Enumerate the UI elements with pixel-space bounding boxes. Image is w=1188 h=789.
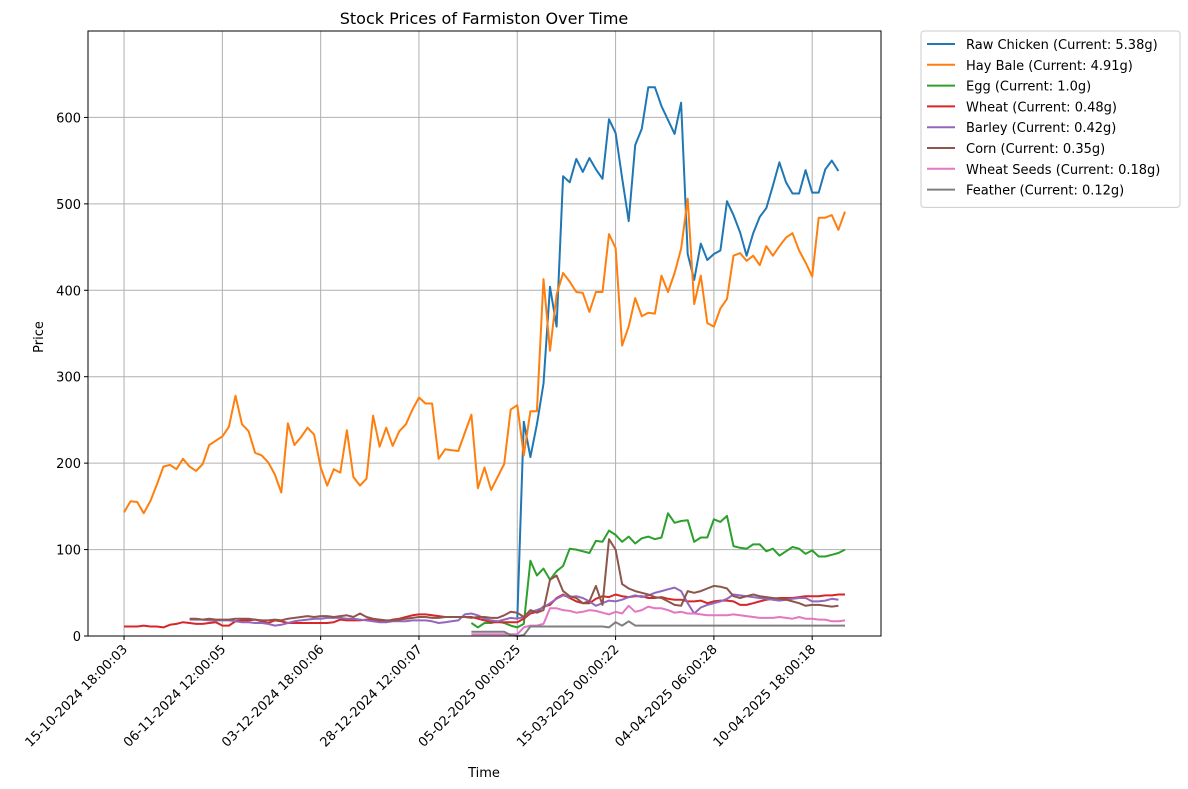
y-tick-label: 300 <box>56 371 81 386</box>
legend-label: Raw Chicken (Current: 5.38g) <box>966 38 1158 53</box>
series-lines <box>123 86 846 637</box>
y-axis-label: Price <box>32 321 47 353</box>
series-line <box>470 512 846 629</box>
legend: Raw Chicken (Current: 5.38g) Hay Bale (Cu… <box>920 30 1181 208</box>
chart-title: Stock Prices of Farmiston Over Time <box>340 9 629 28</box>
legend-label: Wheat (Current: 0.48g) <box>966 100 1117 115</box>
y-tick-label: 0 <box>73 630 81 645</box>
y-tick-label: 600 <box>56 111 81 126</box>
series-line <box>471 620 845 637</box>
y-tick-label: 200 <box>56 457 81 472</box>
legend-label: Egg (Current: 1.0g) <box>966 80 1091 95</box>
series-line <box>189 538 839 622</box>
legend-label: Barley (Current: 0.42g) <box>966 121 1116 136</box>
legend-label: Wheat Seeds (Current: 0.18g) <box>966 163 1160 178</box>
legend-box <box>920 30 1181 208</box>
series-line <box>123 197 846 515</box>
y-tick-label: 400 <box>56 284 81 299</box>
y-tick-label: 100 <box>56 544 81 559</box>
y-tick-label: 500 <box>56 198 81 213</box>
x-axis-label: Time <box>467 766 500 781</box>
grid <box>88 31 881 637</box>
y-axis: 0 100 200 300 400 500 600 <box>56 111 88 645</box>
series-line <box>516 86 840 619</box>
legend-label: Corn (Current: 0.35g) <box>966 142 1105 157</box>
legend-label: Hay Bale (Current: 4.91g) <box>966 59 1133 74</box>
plot-frame <box>87 30 882 637</box>
legend-label: Feather (Current: 0.12g) <box>966 184 1124 199</box>
series-line <box>189 586 839 627</box>
